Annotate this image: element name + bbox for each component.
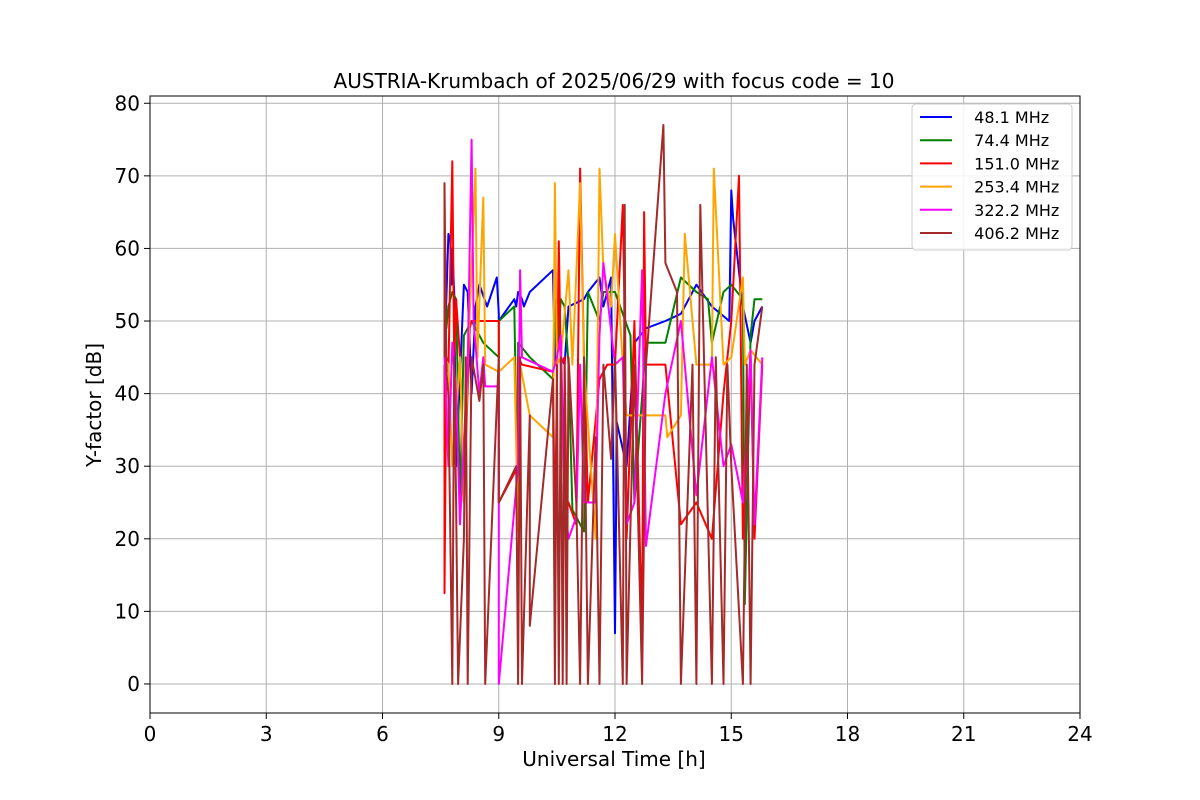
y-tick-label: 0	[127, 672, 140, 696]
y-tick-label: 30	[115, 454, 140, 478]
x-tick-label: 0	[144, 722, 157, 746]
y-tick-label: 20	[115, 527, 140, 551]
y-tick-label: 50	[115, 309, 140, 333]
x-axis-label: Universal Time [h]	[522, 747, 705, 771]
x-tick-label: 15	[719, 722, 744, 746]
series-line-3	[443, 167, 764, 540]
x-tick-label: 6	[376, 722, 389, 746]
chart-title: AUSTRIA-Krumbach of 2025/06/29 with focu…	[334, 69, 895, 93]
x-tick-label: 18	[835, 722, 860, 746]
y-tick-label: 40	[115, 382, 140, 406]
x-tick-label: 12	[602, 722, 627, 746]
y-tick-label: 80	[115, 91, 140, 115]
x-tick-label: 9	[492, 722, 505, 746]
x-tick-label: 24	[1067, 722, 1092, 746]
x-tick-label: 21	[951, 722, 976, 746]
legend-label: 74.4 MHz	[964, 131, 1049, 150]
legend-label: 322.2 MHz	[964, 201, 1059, 220]
y-tick-label: 60	[115, 236, 140, 260]
x-axis-ticks: 0 3 6 9 12 15 18 21 24	[144, 713, 1093, 746]
legend-label: 151.0 MHz	[964, 154, 1059, 173]
x-tick-label: 3	[260, 722, 273, 746]
legend: 48.1 MHz 74.4 MHz 151.0 MHz 253.4 MHz 32…	[911, 103, 1073, 251]
legend-label: 48.1 MHz	[964, 108, 1049, 127]
legend-label: 253.4 MHz	[964, 178, 1059, 197]
series-lines	[443, 124, 764, 685]
y-axis-ticks: 0 10 20 30 40 50 60 70 80	[115, 91, 150, 696]
series-line-5	[443, 124, 764, 685]
y-axis-label: Y-factor [dB]	[82, 343, 106, 468]
y-tick-label: 10	[115, 599, 140, 623]
y-tick-label: 70	[115, 164, 140, 188]
legend-label: 406.2 MHz	[964, 224, 1059, 243]
